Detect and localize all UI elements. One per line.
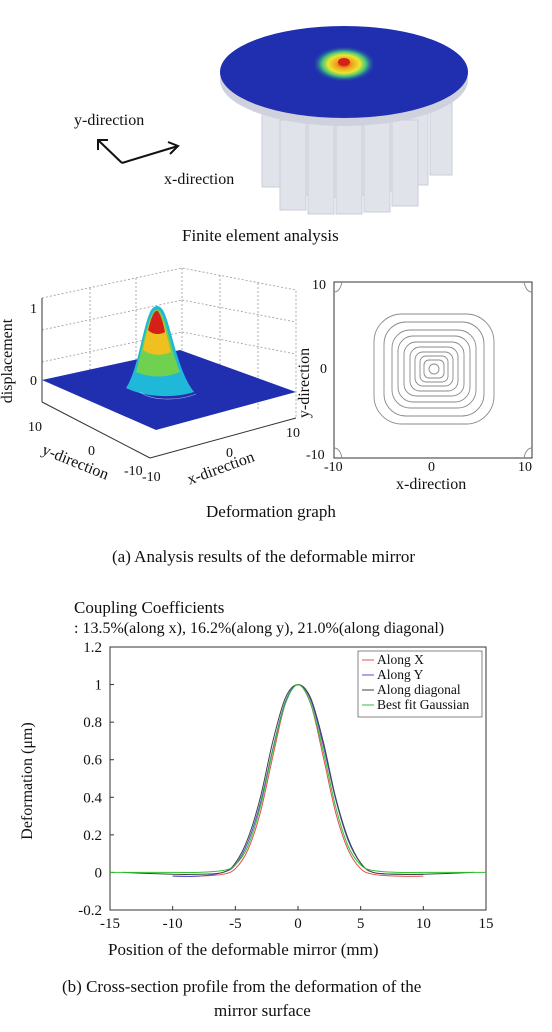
contour-ylabel: y-direction — [296, 347, 314, 419]
fea-caption: Finite element analysis — [182, 226, 339, 245]
legend-entry: Along Y — [377, 667, 424, 682]
y-tick-label: 0.2 — [83, 828, 102, 844]
legend-entry: Best fit Gaussian — [377, 697, 469, 712]
profile-title: Coupling Coefficients — [74, 598, 225, 617]
y-tick-label: 1 — [95, 678, 103, 694]
contour-x-tick-0: 0 — [428, 460, 435, 475]
deformable-mirror — [220, 26, 468, 126]
y-tick-label: 1.2 — [83, 640, 102, 656]
caption-a: (a) Analysis results of the deformable m… — [112, 547, 416, 566]
deformation-caption: Deformation graph — [206, 502, 336, 521]
caption-b-line2: mirror surface — [214, 1001, 311, 1020]
surface-x-tick-10: 10 — [286, 426, 300, 441]
surface-z-tick-1: 1 — [30, 302, 37, 317]
series-line-best-fit-gaussian — [110, 684, 486, 874]
y-tick-label: -0.2 — [78, 903, 102, 919]
surface-zlabel: displacement — [0, 318, 17, 404]
profile-xlabel: Position of the deformable mirror (mm) — [108, 940, 379, 959]
profile-subtitle: : 13.5%(along x), 16.2%(along y), 21.0%(… — [74, 620, 445, 637]
direction-arrows — [97, 139, 180, 164]
contour-x-tick-10: 10 — [518, 460, 532, 475]
contour-y-tick-10: 10 — [312, 278, 326, 293]
contour-y-tick-neg10: -10 — [306, 448, 325, 463]
y-direction-label: y-direction — [74, 112, 145, 129]
surface-x-tick-0: 0 — [226, 446, 233, 461]
y-tick-label: 0.6 — [83, 753, 102, 769]
surface-z-tick-0: 0 — [30, 374, 37, 389]
x-tick-label: 15 — [479, 916, 494, 932]
contour-plot — [333, 281, 533, 459]
surface-plot — [41, 267, 297, 459]
y-tick-label: 0.8 — [83, 715, 102, 731]
surface-x-tick-neg10: -10 — [142, 470, 161, 485]
legend-entry: Along X — [377, 652, 424, 667]
x-tick-label: 0 — [294, 916, 302, 932]
surface-y-tick-0: 0 — [88, 444, 95, 459]
y-tick-label: 0.4 — [83, 790, 102, 806]
x-tick-label: -5 — [229, 916, 242, 932]
profile-ylabel: Deformation (μm) — [19, 722, 36, 840]
legend-box — [357, 650, 483, 718]
x-tick-label: 5 — [357, 916, 365, 932]
contour-xlabel: x-direction — [396, 476, 467, 493]
x-tick-label: 10 — [416, 916, 431, 932]
contour-y-tick-0: 0 — [320, 362, 327, 377]
surface-y-tick-10: 10 — [28, 420, 42, 435]
x-direction-label: x-direction — [164, 171, 235, 188]
surface-y-tick-neg10: -10 — [124, 464, 143, 479]
profile-chart: -15 -10 -5 0 5 10 15 1.2 1 0.8 0.6 0.4 0.2 0 -0.2 — [78, 640, 493, 932]
contour-x-tick-neg10: -10 — [324, 460, 343, 475]
legend-entry: Along diagonal — [377, 682, 461, 697]
x-tick-label: -10 — [163, 916, 183, 932]
caption-b-line1: (b) Cross-section profile from the defor… — [62, 977, 422, 996]
y-tick-label: 0 — [95, 865, 103, 881]
x-tick-label: -15 — [100, 916, 120, 932]
